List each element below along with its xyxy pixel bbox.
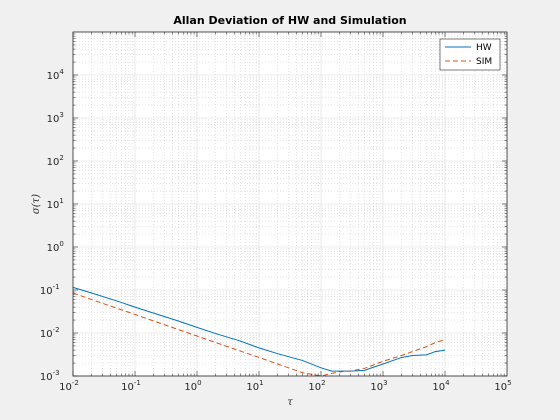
y-tick-exponent: 1: [59, 197, 63, 205]
y-tick-exponent: -1: [53, 283, 60, 291]
x-tick-exponent: 2: [321, 379, 325, 387]
y-tick-exponent: -2: [53, 326, 60, 334]
x-tick-exponent: -2: [72, 379, 79, 387]
y-tick-exponent: 4: [59, 68, 64, 76]
legend-box: [439, 38, 501, 71]
x-tick-exponent: 5: [507, 379, 511, 387]
chart-title: Allan Deviation of HW and Simulation: [173, 14, 406, 27]
legend[interactable]: HW SIM: [439, 38, 501, 71]
plot-frame: [72, 31, 508, 377]
y-tick-exponent: 0: [59, 240, 63, 248]
y-axis-label: σ(τ): [31, 194, 42, 214]
y-tick-exponent: 3: [59, 111, 63, 119]
y-tick-exponent: -3: [53, 369, 60, 377]
grid-lines: [72, 32, 507, 377]
data-series: [72, 286, 446, 377]
x-tick-exponent: 3: [383, 379, 387, 387]
x-tick-exponent: -1: [134, 379, 141, 387]
x-tick-exponent: 1: [259, 379, 263, 387]
series-line-hw: [72, 286, 446, 372]
axis-ticks: [72, 32, 507, 377]
x-tick-exponent: 0: [197, 379, 201, 387]
series-line-sim: [72, 292, 446, 377]
legend-label-hw: HW: [476, 43, 492, 53]
legend-label-sim: SIM: [476, 57, 492, 67]
x-axis-label: τ: [287, 397, 293, 408]
y-tick-exponent: 2: [59, 154, 63, 162]
x-tick-exponent: 4: [445, 379, 450, 387]
